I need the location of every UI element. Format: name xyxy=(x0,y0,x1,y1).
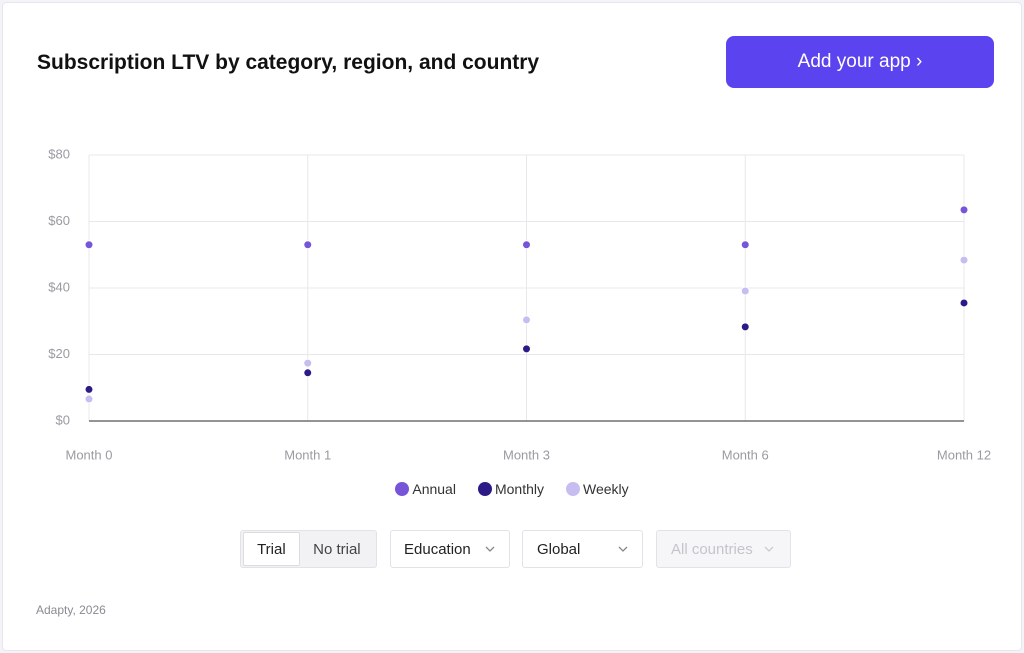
data-point xyxy=(522,315,531,325)
dropdown-label: Global xyxy=(537,540,581,558)
legend-item[interactable]: Monthly xyxy=(477,481,544,497)
data-point xyxy=(740,322,750,332)
region-dropdown[interactable]: Global xyxy=(522,530,643,568)
data-point xyxy=(522,240,531,250)
data-point xyxy=(522,344,531,354)
data-point xyxy=(959,205,969,215)
trial-option[interactable]: Trial xyxy=(243,532,300,566)
y-tick-label: $80 xyxy=(48,146,70,161)
dropdown-label: Education xyxy=(404,540,471,558)
data-point xyxy=(740,286,750,296)
x-tick-label: Month 1 xyxy=(284,447,331,462)
data-point xyxy=(84,384,94,394)
legend-label: Monthly xyxy=(494,481,544,497)
legend-item[interactable]: Weekly xyxy=(565,481,629,497)
chevron xyxy=(764,546,774,552)
data-point xyxy=(740,240,750,250)
legend: Annual Monthly Weekly xyxy=(3,481,1021,497)
dropdown-label: All countries xyxy=(671,540,753,558)
y-tick-label: $20 xyxy=(48,346,70,361)
chevron xyxy=(618,546,628,552)
trial-toggle: Trial No trial xyxy=(240,530,377,568)
country-dropdown: All countries xyxy=(656,530,791,568)
x-tick-label: Month 0 xyxy=(66,447,113,462)
chart: $0 $20 $40 $60 $80 Month 0 Month 1 Month 3 Month… xyxy=(48,146,991,462)
legend-label: Weekly xyxy=(582,481,629,497)
y-tick-label: $60 xyxy=(48,213,70,228)
legend-item[interactable]: Annual xyxy=(395,481,456,497)
y-tick-label: $40 xyxy=(48,279,70,294)
x-tick-label: Month 12 xyxy=(937,447,991,462)
footer: Adapty, 2026 xyxy=(36,603,106,617)
data-point xyxy=(84,240,94,250)
x-tick-label: Month 6 xyxy=(722,447,769,462)
legend-label: Annual xyxy=(412,481,456,497)
category-dropdown[interactable]: Education xyxy=(390,530,510,568)
data-point xyxy=(959,298,969,308)
chevron xyxy=(485,546,495,552)
legend-swatch xyxy=(565,482,580,496)
data-point xyxy=(959,255,969,265)
legend-swatch xyxy=(395,482,410,496)
x-tick-label: Month 3 xyxy=(503,447,550,462)
data-point xyxy=(84,394,94,404)
y-tick-label: $0 xyxy=(56,412,70,427)
data-point xyxy=(303,358,313,368)
data-point xyxy=(303,368,313,378)
add-app-button[interactable]: Add your app › xyxy=(726,36,994,88)
legend-swatch xyxy=(477,482,492,496)
title: Subscription LTV by category, region, an… xyxy=(37,51,540,74)
no-trial-option[interactable]: No trial xyxy=(313,540,361,558)
data-point xyxy=(303,240,313,250)
